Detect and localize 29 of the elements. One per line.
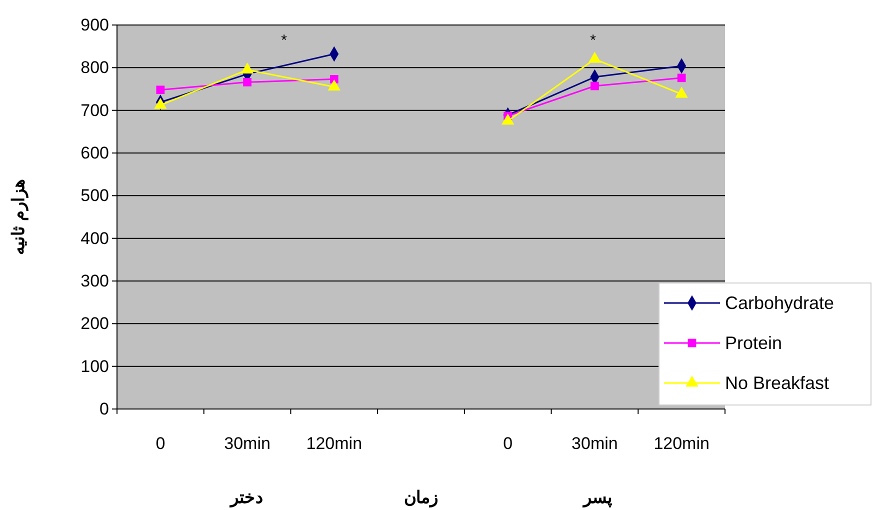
y-tick-label: 800 [80, 58, 109, 78]
x-tick-label: 30min [572, 434, 618, 454]
point [677, 74, 686, 82]
x-tick-label: 0 [156, 434, 166, 454]
x-tick-label: 120min [654, 434, 710, 454]
legend-label: Protein [725, 333, 782, 353]
y-tick-label: 700 [80, 100, 109, 120]
y-tick-label: 900 [80, 15, 109, 34]
text: دختر [228, 488, 264, 508]
annotation: * [590, 32, 596, 49]
annotation: * [281, 32, 288, 49]
point [243, 78, 252, 86]
y-tick-label: 200 [80, 314, 109, 334]
legend-label: Carbohydrate [725, 293, 834, 313]
x-axis-title: زمان [404, 488, 438, 508]
x-tick-label: 120min [306, 434, 362, 454]
y-tick-label: 500 [80, 186, 109, 206]
x-tick-label: 30min [224, 434, 270, 454]
y-tick-label: 100 [80, 356, 109, 376]
y-tick-label: 400 [80, 228, 109, 248]
x-tick-label: 0 [503, 434, 513, 454]
y-tick-label: 600 [80, 143, 109, 162]
y-axis-title: هزارم ثانیه [9, 179, 29, 255]
y-tick-label: 300 [80, 271, 109, 290]
y-tick-label: 0 [100, 399, 109, 418]
legend-label: No Breakfast [725, 373, 830, 393]
text: پسر [582, 488, 612, 508]
point [156, 86, 165, 94]
point [590, 82, 599, 90]
